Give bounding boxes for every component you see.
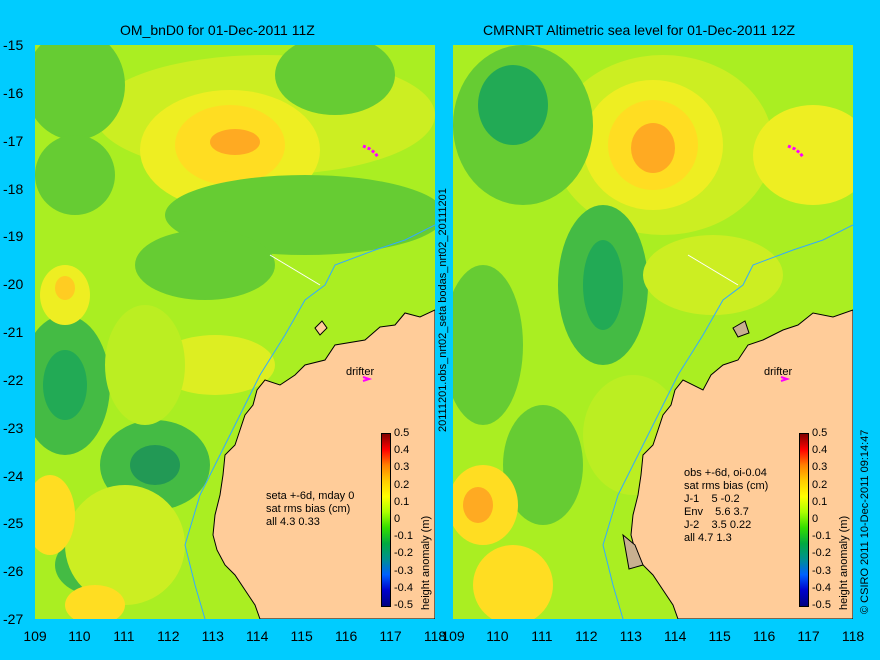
colorbar-tick: -0.1 (812, 530, 831, 543)
longitude-tick: 114 (246, 628, 269, 644)
longitude-tick: 115 (708, 628, 731, 644)
colorbar-tick: -0.4 (812, 581, 831, 594)
colorbar-tick: -0.2 (812, 547, 831, 560)
colorbar-tick: 0.2 (812, 478, 828, 491)
colorbar-tick: 0 (812, 513, 819, 525)
longitude-tick: 116 (752, 628, 776, 644)
latitude-tick: -26 (3, 563, 24, 580)
longitude-tick: 110 (68, 628, 91, 644)
longitude-tick: 109 (23, 628, 47, 644)
left-map-title: OM_bnD0 for 01-Dec-2011 11Z (120, 22, 315, 38)
coastline-land (630, 309, 853, 619)
colorbar-tick: -0.3 (812, 564, 831, 577)
longitude-tick: 112 (575, 628, 598, 644)
right-colorbar-label: height anomaly (m) (838, 515, 850, 610)
latitude-tick: -27 (3, 611, 24, 627)
longitude-tick: 111 (531, 628, 553, 644)
left-sea-level-map (35, 45, 435, 619)
coastline-land (212, 309, 435, 619)
latitude-tick: -17 (3, 132, 24, 149)
colorbar-tick: 0.5 (812, 427, 828, 439)
latitude-tick: -18 (3, 180, 24, 197)
latitude-tick: -25 (3, 515, 24, 532)
left-colorbar-label: height anomaly (m) (420, 515, 432, 610)
longitude-tick: 117 (797, 628, 820, 644)
longitude-tick: 109 (441, 628, 465, 644)
colorbar-tick: -0.4 (394, 581, 413, 594)
right-map-title: CMRNRT Altimetric sea level for 01-Dec-2… (483, 22, 795, 38)
longitude-tick: 113 (619, 628, 642, 644)
latitude-tick: -22 (3, 371, 24, 388)
colorbar-tick: -0.1 (394, 530, 413, 543)
latitude-tick: -16 (3, 84, 24, 101)
left-stats-note: seta +-6d, mday 0 sat rms bias (cm) all … (266, 490, 355, 528)
colorbar-tick: 0.1 (812, 495, 828, 508)
colorbar-tick: 0.3 (394, 461, 410, 474)
longitude-tick: 112 (157, 628, 180, 644)
colorbar-tick: 0.4 (394, 444, 410, 457)
longitude-tick: 110 (486, 628, 509, 644)
latitude-tick: -15 (3, 37, 24, 53)
latitude-tick: -19 (3, 228, 24, 245)
colorbar-tick: 0 (394, 513, 401, 525)
longitude-tick: 116 (334, 628, 358, 644)
right-drifter-label: drifter (764, 366, 793, 378)
longitude-tick: 113 (201, 628, 224, 644)
right-stats-note: obs +-6d, oi-0.04 sat rms bias (cm) J-1 … (684, 467, 769, 544)
colorbar-tick: 0.2 (394, 478, 410, 491)
right-map-panel (453, 45, 853, 619)
left-colorbar (381, 433, 391, 607)
latitude-tick: -23 (3, 419, 24, 436)
colorbar-tick: 0.1 (394, 495, 410, 508)
longitude-tick: 118 (423, 628, 447, 644)
longitude-tick: 114 (664, 628, 687, 644)
latitude-tick: -20 (3, 276, 24, 293)
colorbar-tick: -0.3 (394, 564, 413, 577)
longitude-tick: 111 (113, 628, 135, 644)
colorbar-tick: -0.2 (394, 547, 413, 560)
colorbar-tick: 0.5 (394, 427, 410, 439)
colorbar-tick: 0.4 (812, 444, 828, 457)
colorbar-tick: 0.3 (812, 461, 828, 474)
colorbar-tick: -0.5 (812, 599, 831, 611)
file-id-text: 20111201.obs_nrt02_seta bodas_nrt02_2011… (437, 188, 449, 432)
latitude-tick: -24 (3, 467, 24, 484)
longitude-tick: 115 (290, 628, 313, 644)
colorbar-tick: -0.5 (394, 599, 413, 611)
right-colorbar (799, 433, 809, 607)
left-drifter-label: drifter (346, 366, 375, 378)
latitude-tick: -21 (3, 324, 24, 340)
longitude-tick: 118 (841, 628, 865, 644)
credit-text: © CSIRO 2011 10-Dec-2011 09:14:47 (859, 429, 871, 614)
longitude-tick: 117 (379, 628, 402, 644)
right-sea-level-map (453, 45, 853, 619)
left-map-panel (35, 45, 435, 619)
